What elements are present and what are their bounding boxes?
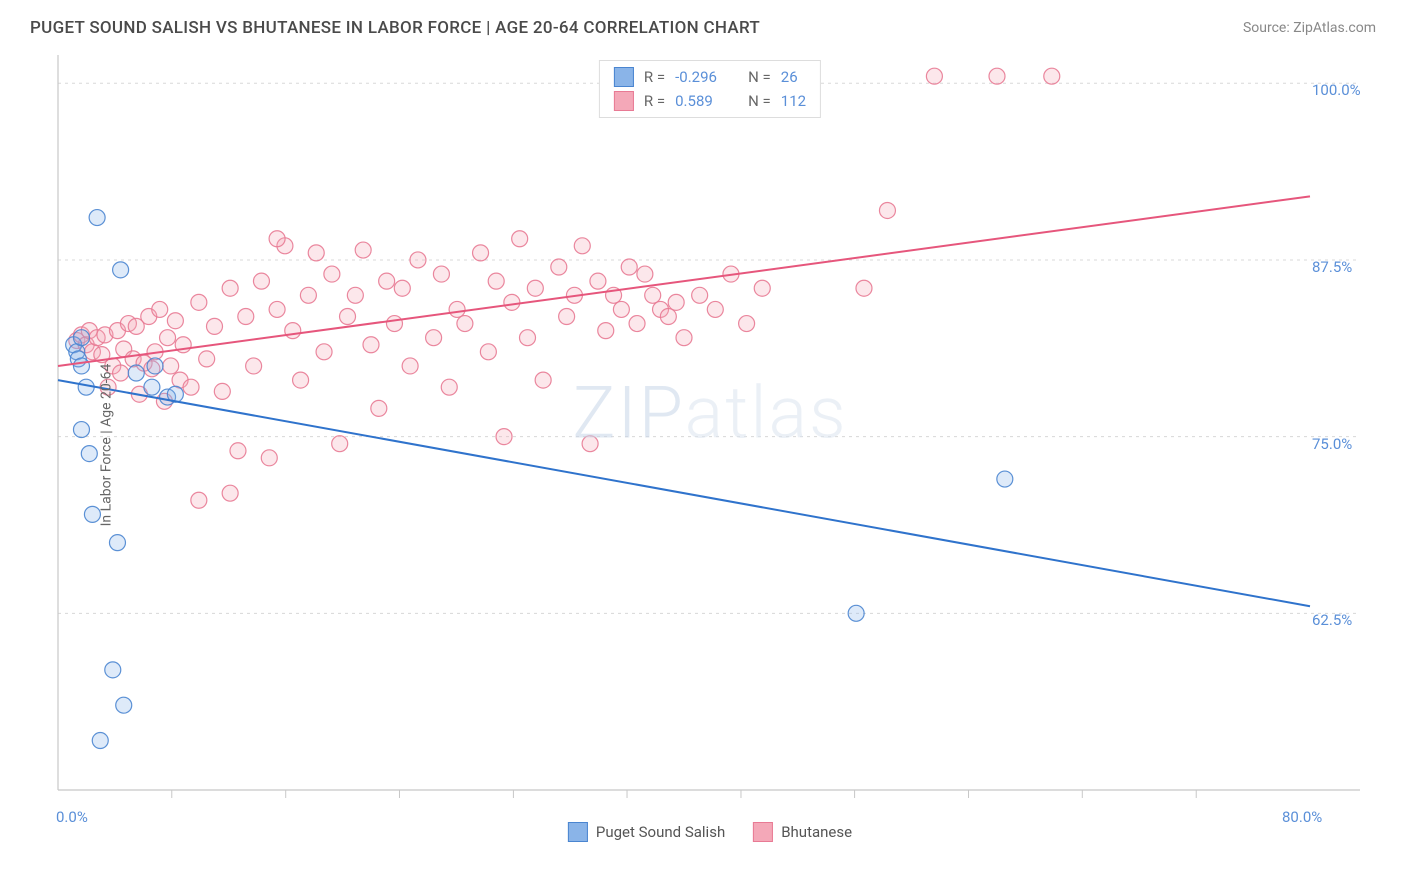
n-value-1: 26 (781, 68, 798, 86)
chart-title: PUGET SOUND SALISH VS BHUTANESE IN LABOR… (30, 18, 760, 38)
n-label: N = (748, 92, 771, 110)
r-label: R = (644, 92, 665, 110)
legend-label-1: Puget Sound Salish (596, 823, 725, 841)
source-attribution: Source: ZipAtlas.com (1243, 20, 1376, 36)
x-tick-label: 0.0% (56, 808, 88, 826)
legend-item-1: Puget Sound Salish (568, 822, 725, 842)
correlation-legend: R = -0.296 N = 26 R = 0.589 N = 112 (599, 60, 821, 118)
legend-label-2: Bhutanese (781, 823, 852, 841)
y-tick-label: 75.0% (1312, 435, 1352, 453)
chart-header: PUGET SOUND SALISH VS BHUTANESE IN LABOR… (0, 0, 1406, 38)
legend-row-series-2: R = 0.589 N = 112 (614, 91, 806, 111)
y-axis-label: In Labor Force | Age 20-64 (98, 364, 114, 527)
series-legend: Puget Sound Salish Bhutanese (568, 822, 852, 842)
legend-swatch-bottom-1 (568, 822, 588, 842)
x-tick-label: 80.0% (1282, 808, 1322, 826)
chart-container: ZIPatlas In Labor Force | Age 20-64 R = … (50, 50, 1370, 840)
legend-swatch-bottom-2 (753, 822, 773, 842)
r-value-1: -0.296 (675, 68, 730, 86)
n-value-2: 112 (781, 92, 806, 110)
y-tick-label: 62.5% (1312, 611, 1352, 629)
n-label: N = (748, 68, 771, 86)
r-value-2: 0.589 (675, 92, 730, 110)
legend-row-series-1: R = -0.296 N = 26 (614, 67, 806, 87)
y-tick-label: 100.0% (1312, 81, 1361, 99)
scatter-plot-svg (50, 50, 1370, 840)
legend-item-2: Bhutanese (753, 822, 852, 842)
y-tick-label: 87.5% (1312, 258, 1352, 276)
r-label: R = (644, 68, 665, 86)
legend-swatch-2 (614, 91, 634, 111)
legend-swatch-1 (614, 67, 634, 87)
